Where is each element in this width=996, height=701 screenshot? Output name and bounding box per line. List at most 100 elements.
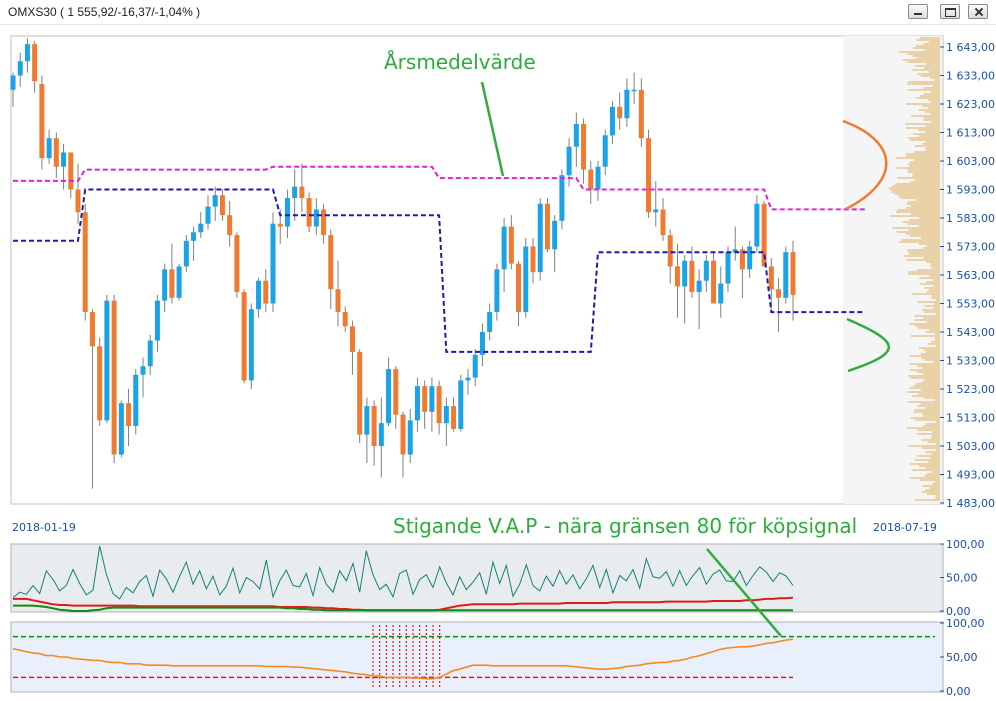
vap-line — [12, 638, 794, 680]
candle-body — [46, 138, 52, 159]
candle-body — [212, 195, 218, 207]
candle-body — [472, 354, 478, 378]
candle-body — [386, 369, 392, 424]
candle-body — [378, 423, 384, 446]
price-tick-label: 1 643,00 — [946, 41, 995, 54]
candle-body — [494, 269, 500, 313]
candle-body — [248, 309, 254, 381]
price-tick-label: 1 603,00 — [946, 155, 995, 168]
resistance-curve — [842, 119, 888, 211]
date-label-start: 2018-01-19 — [12, 521, 76, 534]
candle-body — [508, 226, 514, 264]
candle-body — [595, 166, 601, 190]
candle-body — [516, 263, 522, 313]
candle-body — [653, 209, 659, 213]
candle-body — [39, 84, 45, 159]
candle-body — [140, 366, 146, 375]
candle-body — [191, 232, 197, 241]
price-tick-label: 1 583,00 — [946, 212, 995, 225]
candle-body — [198, 223, 204, 233]
candle-body — [270, 223, 276, 304]
level-lines — [13, 165, 866, 353]
oscillator-panel-2 — [10, 621, 944, 693]
candle-body — [739, 249, 745, 270]
candle-body — [364, 406, 370, 435]
candle-body — [768, 266, 774, 290]
candle-body — [126, 403, 132, 427]
candle-body — [479, 332, 485, 355]
candle-body — [292, 186, 298, 199]
support-curve — [846, 317, 890, 373]
candle-body — [682, 260, 688, 287]
price-tick-label: 1 633,00 — [946, 70, 995, 83]
candle-body — [82, 212, 88, 313]
candles-group — [10, 38, 796, 489]
candle-body — [414, 386, 420, 421]
candle-body — [162, 269, 168, 301]
candle-body — [747, 246, 753, 270]
candle-body — [335, 289, 341, 313]
date-label-end: 2018-07-19 — [873, 521, 937, 534]
candle-body — [660, 209, 666, 236]
support-resistance-line — [13, 188, 866, 353]
price-tick-label: 1 593,00 — [946, 184, 995, 197]
candle-body — [674, 266, 680, 287]
candle-body — [523, 246, 529, 313]
candle-body — [783, 252, 789, 298]
annual-average-line — [13, 165, 866, 211]
price-tick-label: 1 523,00 — [946, 383, 995, 396]
candle-body — [118, 403, 124, 455]
osc1-tick-label: 0,00 — [946, 605, 971, 618]
candle-body — [263, 280, 269, 304]
candle-body — [24, 44, 30, 62]
candle-body — [234, 235, 240, 293]
candle-body — [646, 138, 652, 213]
candle-body — [588, 169, 594, 190]
candle-body — [277, 223, 283, 227]
candle-body — [75, 189, 81, 213]
candle-body — [559, 175, 565, 221]
oscillator-2-axis: 100,00 50,00 0,00 — [940, 617, 985, 698]
volume-profile — [888, 37, 940, 501]
price-axis: 1 643,00 1 633,00 1 623,00 1 613,00 1 603,00… — [940, 41, 995, 510]
candle-body — [111, 300, 117, 455]
price-tick-label: 1 573,00 — [946, 241, 995, 254]
title-bar: OMXS30 ( 1 555,92/-16,37/-1,04% ) — [0, 0, 996, 25]
candle-body — [133, 374, 139, 427]
candle-body — [436, 386, 442, 424]
annotation-vap: Stigande V.A.P - nära gränsen 80 för köp… — [393, 514, 857, 538]
price-tick-label: 1 623,00 — [946, 98, 995, 111]
candle-body — [32, 44, 38, 82]
candle-body — [68, 152, 74, 190]
candle-body — [349, 326, 355, 352]
candle-body — [154, 300, 160, 341]
candle-body — [631, 89, 637, 92]
minimize-icon[interactable] — [908, 4, 928, 19]
oscillator-1-axis: 100,00 50,00 0,00 — [940, 538, 985, 618]
osc-main-line — [12, 545, 794, 600]
candle-body — [566, 146, 572, 176]
oscillator-2-lines — [12, 625, 935, 689]
candle-body — [624, 89, 630, 119]
candle-body — [205, 206, 211, 224]
close-icon[interactable] — [968, 4, 988, 19]
candle-body — [321, 209, 327, 236]
candle-body — [501, 226, 507, 270]
candle-body — [393, 369, 399, 415]
candle-body — [703, 260, 709, 281]
maximize-icon[interactable] — [940, 4, 960, 19]
candle-body — [667, 235, 673, 267]
price-tick-label: 1 503,00 — [946, 440, 995, 453]
price-tick-label: 1 513,00 — [946, 412, 995, 425]
candle-body — [371, 406, 377, 446]
candle-body — [429, 386, 435, 412]
candle-body — [602, 135, 608, 167]
price-tick-label: 1 613,00 — [946, 127, 995, 140]
oscillator-panel-1 — [10, 543, 944, 613]
candle-body — [696, 280, 702, 293]
candle-body — [299, 186, 305, 199]
candle-body — [147, 340, 153, 367]
candle-body — [443, 406, 449, 424]
candle-body — [357, 351, 363, 435]
